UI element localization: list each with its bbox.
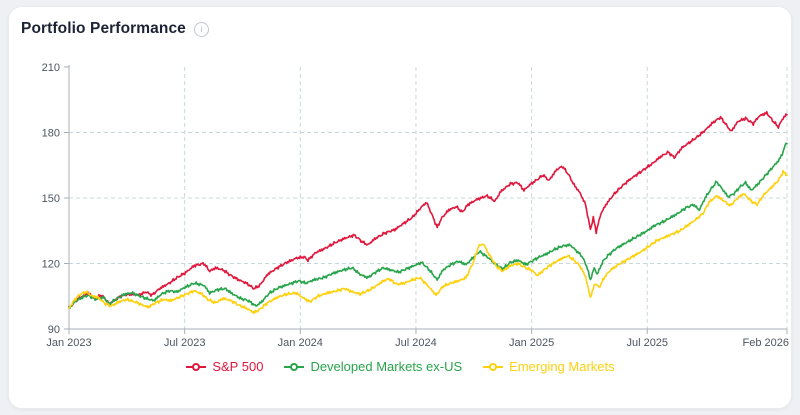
x-tick-label: Jan 2024 [278, 337, 323, 349]
x-tick-label: Jan 2025 [509, 337, 554, 349]
legend-item-sp-500[interactable]: S&P 500 [185, 359, 263, 374]
series-line-s-p-500 [68, 110, 788, 308]
x-tick-label: Jul 2024 [395, 337, 437, 349]
y-tick-label: 150 [42, 193, 60, 205]
gridlines [69, 67, 788, 329]
y-tick-label: 180 [42, 128, 60, 140]
portfolio-performance-card: Portfolio Performance i 90 120 150 180 210 Ja… [8, 6, 792, 409]
chart-legend: S&P 500 Developed Markets ex-US Emerging… [9, 359, 791, 374]
series-line-emerging-markets [68, 169, 788, 315]
legend-label: S&P 500 [212, 359, 264, 374]
performance-chart: 90 120 150 180 210 Jan 2023 Jul 2023 Jan 2024 Ju… [9, 7, 791, 408]
legend-marker-icon [284, 362, 305, 371]
x-tick-label: Jan 2023 [46, 337, 91, 349]
y-tick-label: 120 [42, 259, 60, 271]
legend-item-developed-markets-ex-us[interactable]: Developed Markets ex-US [283, 359, 462, 374]
series-line-developed-markets-ex-us [68, 142, 788, 309]
legend-label: Developed Markets ex-US [310, 359, 463, 374]
legend-item-emerging-markets[interactable]: Emerging Markets [482, 359, 615, 374]
chart-plot-area: 90 120 150 180 210 Jan 2023 Jul 2023 Jan 2024 Ju… [42, 62, 789, 349]
legend-marker-icon [483, 362, 504, 371]
x-tick-label: Jul 2025 [626, 337, 668, 349]
legend-marker-icon [186, 362, 207, 371]
card-header: Portfolio Performance i [21, 20, 209, 38]
axis-labels: 90 120 150 180 210 Jan 2023 Jul 2023 Jan 2024 Ju… [42, 62, 789, 349]
x-tick-label: Jul 2023 [164, 337, 206, 349]
y-tick-label: 210 [42, 62, 60, 74]
info-icon[interactable]: i [193, 21, 209, 37]
y-tick-label: 90 [48, 324, 60, 336]
axes [64, 65, 788, 334]
legend-label: Emerging Markets [509, 359, 615, 374]
page-title: Portfolio Performance [21, 20, 186, 37]
x-tick-label: Feb 2026 [743, 337, 789, 349]
